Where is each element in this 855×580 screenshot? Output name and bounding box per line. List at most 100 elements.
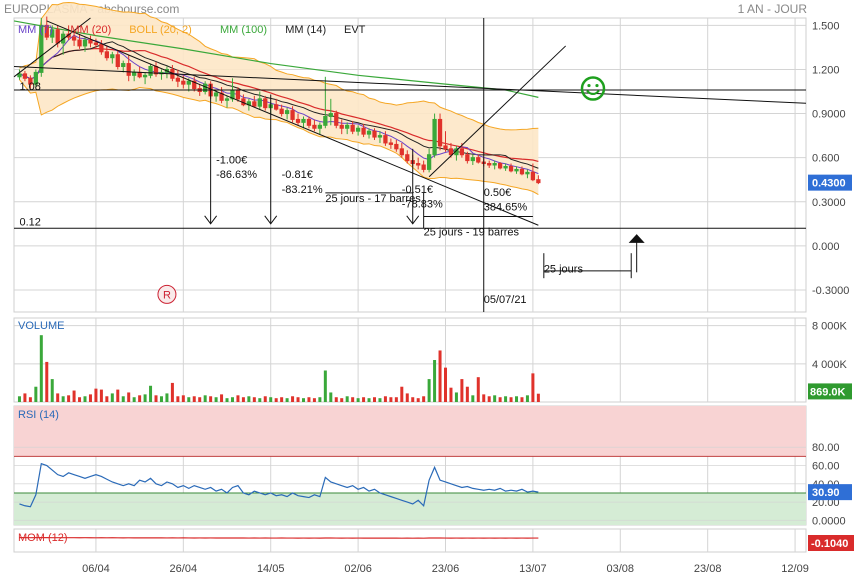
volume-bar (154, 395, 158, 402)
candle-body (383, 135, 388, 144)
rsi-overbought-zone (14, 406, 806, 457)
candle-body (257, 98, 262, 107)
volume-bar (291, 396, 295, 402)
x-tick-label: 26/04 (170, 563, 198, 575)
candle-body (514, 168, 519, 172)
rsi-line (19, 462, 539, 508)
event-marker-label: R (163, 289, 171, 301)
period-label[interactable]: 1 AN - JOUR (737, 2, 807, 16)
volume-bar (405, 393, 409, 402)
price-annotation: 0.12 (19, 216, 40, 228)
candle-body (121, 63, 126, 68)
volume-bar (509, 397, 513, 402)
volume-bar (17, 396, 21, 402)
candle-body (82, 39, 88, 47)
candle-body (279, 108, 284, 115)
candle-body (252, 101, 257, 107)
trend-line-up-right (428, 45, 567, 178)
candle-body (274, 104, 279, 110)
price-y-tick-label: 0.000 (812, 241, 840, 253)
volume-bar (312, 398, 316, 402)
price-annotation: 1.08 (19, 81, 40, 93)
candle-body (345, 124, 350, 129)
last-momentum-value: -0.1040 (811, 538, 848, 550)
volume-bar (422, 396, 426, 402)
volume-label: VOLUME (18, 320, 64, 332)
candle-body (312, 124, 317, 129)
volume-bar (83, 396, 87, 402)
last-volume-value: 869.0K (810, 386, 846, 398)
price-annotation: -1.00€ (216, 155, 247, 167)
volume-bar (531, 373, 535, 402)
volume-bar (411, 397, 415, 402)
volume-bar (372, 397, 376, 402)
candle-body (399, 148, 404, 156)
candle-body (459, 148, 465, 156)
candle-body (263, 98, 268, 109)
volume-y-tick-label: 8 000K (812, 321, 848, 333)
volume-bar (94, 388, 98, 402)
x-tick-label: 12/09 (781, 563, 809, 575)
volume-bar (72, 390, 76, 402)
legend-item: MM (14) (285, 24, 326, 36)
candle-body (93, 42, 99, 45)
candle-body (372, 130, 377, 138)
rsi-y-tick-label: 80.00 (812, 442, 840, 454)
price-y-tick-label: 0.9000 (812, 109, 846, 121)
rsi-y-tick-label: 0.0000 (812, 515, 846, 527)
candle-body (110, 54, 115, 59)
candle-body (361, 127, 366, 135)
candle-body (350, 124, 355, 132)
panel-frame-vol (13, 317, 807, 403)
candle-body (328, 113, 333, 117)
volume-bar (520, 397, 524, 402)
volume-bar (449, 387, 453, 402)
volume-bar (400, 386, 404, 402)
candle-body (366, 130, 372, 135)
price-y-tick-label: 1.500 (812, 20, 840, 32)
volume-bar (493, 395, 497, 402)
volume-bar (110, 393, 114, 402)
candle-body (148, 66, 153, 76)
price-y-tick-label: 1.200 (812, 64, 840, 76)
volume-bar (504, 396, 508, 402)
volume-bar (187, 397, 191, 402)
price-annotation: 0.50€ (484, 187, 512, 199)
volume-bar (225, 398, 229, 402)
candle-body (503, 165, 508, 169)
candle-body (295, 118, 301, 123)
volume-bar (67, 395, 71, 402)
x-tick-label: 06/04 (82, 563, 110, 575)
price-annotation: 05/07/21 (484, 294, 527, 306)
volume-bar (56, 393, 60, 402)
volume-bar (482, 394, 486, 402)
candle-body (317, 124, 323, 129)
last-rsi-value: 30.90 (812, 487, 840, 499)
candle-body (99, 43, 104, 53)
volume-bar (39, 335, 43, 402)
last-price-badge (808, 174, 852, 191)
rsi-label: RSI (14) (18, 409, 59, 421)
x-tick-label: 13/07 (519, 563, 547, 575)
volume-bar (345, 396, 349, 402)
price-annotation: 25 jours - 19 barres (424, 227, 520, 239)
last-momentum-badge (808, 535, 854, 551)
candle-body (301, 118, 306, 123)
x-tick-label: 03/08 (607, 563, 635, 575)
candle-body (416, 163, 421, 166)
candle-body (432, 118, 437, 156)
candle-body (71, 36, 77, 41)
volume-bar (105, 396, 109, 402)
candle-body (213, 92, 219, 97)
volume-bar (471, 395, 475, 402)
mm20-line (19, 47, 539, 162)
volume-bar (269, 397, 273, 402)
candle-body (306, 118, 312, 126)
volume-bar (525, 395, 529, 402)
legend-item: EVT (344, 24, 366, 36)
candle-body (224, 98, 230, 101)
trend-line-long (13, 66, 807, 104)
candle-body (126, 63, 131, 76)
